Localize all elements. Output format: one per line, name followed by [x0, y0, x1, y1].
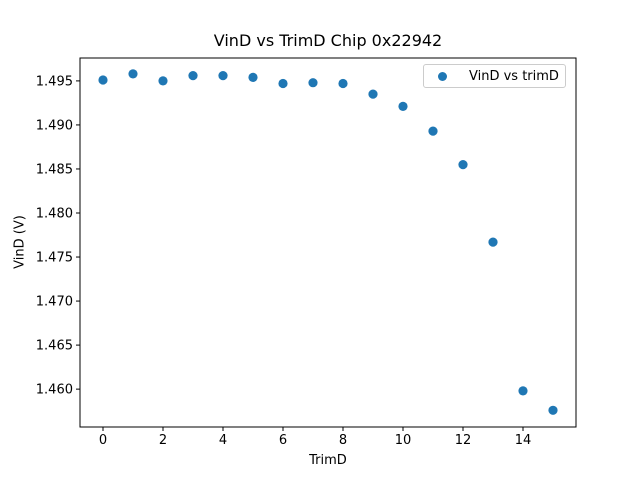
x-tick-label: 2	[159, 433, 167, 448]
data-point	[338, 78, 348, 89]
data-point	[368, 89, 378, 99]
axes-spines	[79, 57, 577, 428]
data-point	[188, 71, 198, 81]
data-point	[458, 160, 468, 170]
data-point	[428, 126, 438, 136]
data-point	[398, 101, 408, 111]
y-tick-label: 1.460	[36, 383, 73, 398]
legend-label: VinD vs trimD	[469, 68, 559, 84]
y-tick-label: 1.465	[36, 339, 73, 354]
data-point	[548, 405, 558, 415]
chart-title: VinD vs TrimD Chip 0x22942	[213, 31, 443, 50]
x-tick-label: 14	[515, 433, 532, 448]
data-point	[308, 78, 318, 88]
data-point	[278, 78, 288, 89]
x-tick-label: 4	[219, 433, 227, 448]
y-tick-label: 1.490	[36, 118, 73, 133]
data-point	[98, 75, 108, 85]
data-point	[488, 237, 498, 247]
y-tick-label: 1.495	[36, 74, 73, 89]
y-tick-label: 1.475	[36, 251, 73, 266]
data-point	[518, 386, 528, 396]
y-tick-label: 1.485	[36, 162, 73, 177]
x-tick-label: 6	[279, 433, 287, 448]
y-tick-label: 1.470	[36, 295, 73, 310]
data-point	[248, 72, 258, 82]
x-tick-label: 10	[395, 433, 412, 448]
x-axis-label: TrimD	[309, 453, 347, 468]
legend-marker-icon	[438, 71, 447, 81]
x-tick-label: 8	[339, 433, 347, 448]
data-point	[128, 69, 138, 79]
data-point	[218, 71, 228, 81]
data-point	[158, 76, 168, 86]
y-tick-label: 1.480	[36, 206, 73, 221]
x-tick-label: 12	[455, 433, 472, 448]
legend: VinD vs trimD	[423, 64, 566, 88]
x-tick-label: 0	[99, 433, 107, 448]
